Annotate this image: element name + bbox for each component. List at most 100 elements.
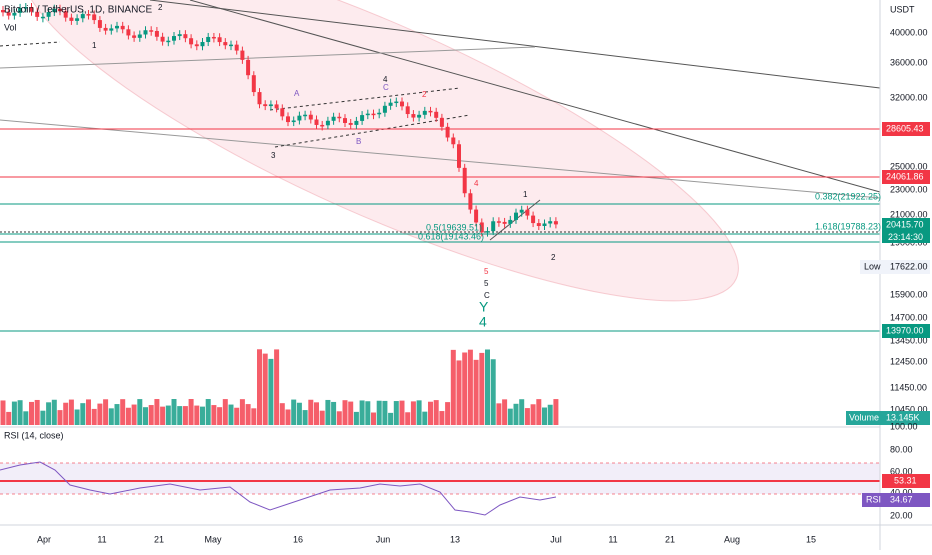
price-tag-label: 28605.43 — [886, 123, 924, 133]
volume-bar — [348, 401, 354, 425]
candle-body — [417, 114, 422, 118]
candle-body — [439, 117, 444, 127]
volume-label: Volume — [849, 412, 879, 422]
volume-bar — [536, 399, 542, 425]
volume-bar — [97, 403, 103, 425]
wave-label: 5 — [484, 267, 489, 276]
candle-body — [502, 221, 507, 224]
volume-bar — [342, 400, 348, 425]
candle-body — [548, 221, 553, 224]
candle-body — [491, 221, 496, 232]
volume-bar — [433, 400, 439, 425]
candle-body — [166, 40, 171, 43]
volume-bar — [234, 407, 240, 425]
volume-bar — [302, 410, 308, 425]
candle-body — [12, 12, 17, 16]
volume-bar — [547, 404, 553, 425]
price-tag — [882, 122, 930, 136]
fib-label: 0.618(19143.46) — [418, 231, 484, 241]
volume-bar — [285, 409, 291, 425]
price-tick-label: 40000.00 — [890, 27, 928, 37]
volume-bar — [120, 399, 126, 425]
axis-unit: USDT — [890, 4, 915, 14]
volume-bar — [211, 405, 217, 425]
volume-bar — [131, 404, 137, 425]
candle-body — [58, 8, 62, 12]
price-tag — [882, 218, 930, 232]
volume-bar — [57, 410, 63, 425]
rsi-tag-label: 53.31 — [894, 475, 917, 485]
candle-body — [35, 11, 40, 17]
low-value: 17622.00 — [890, 261, 928, 271]
candle-body — [40, 16, 45, 19]
candle-body — [286, 116, 290, 123]
candle-body — [200, 42, 205, 47]
time-tick-label: Jun — [376, 534, 391, 544]
volume-bar — [296, 402, 302, 425]
rsi-tick-label: 80.00 — [890, 444, 913, 454]
volume-bar — [382, 400, 388, 425]
price-tick-label: 14700.00 — [890, 312, 928, 322]
candle-body — [206, 36, 211, 43]
candle-body — [263, 104, 268, 107]
fib-label: 1.618(19788.23) — [815, 221, 881, 231]
rsi-value-tag — [862, 493, 930, 507]
candle-body — [183, 34, 188, 39]
time-tick-label: 11 — [608, 534, 617, 544]
candle-body — [422, 110, 427, 115]
volume-bar — [148, 405, 154, 425]
price-tick-label: 15900.00 — [890, 289, 928, 299]
candle-body — [154, 30, 159, 37]
rsi-label: RSI — [866, 494, 881, 504]
volume-bar — [165, 405, 171, 425]
volume-bar — [291, 399, 297, 425]
volume-bar — [137, 399, 143, 425]
volume-bar — [268, 358, 274, 425]
candle-body — [240, 50, 245, 60]
volume-bar — [80, 403, 86, 425]
price-tick-label: 10450.00 — [890, 404, 928, 414]
wave-label: 5 — [484, 279, 489, 288]
wave-label: B — [356, 137, 361, 146]
candle-body — [80, 14, 85, 19]
candle-body — [360, 115, 365, 121]
candle-body — [143, 30, 148, 35]
volume-bar — [530, 404, 536, 425]
candle-body — [229, 44, 233, 47]
rsi-value: 34.67 — [890, 494, 913, 504]
price-tick-label: 13450.00 — [890, 335, 928, 345]
price-tag-label: 20415.70 — [886, 219, 924, 229]
candle-body — [331, 116, 336, 121]
volume-bar — [422, 411, 428, 425]
candle-body — [377, 112, 382, 115]
trendline — [0, 119, 881, 199]
candle-body — [103, 27, 108, 31]
chart-title: Bitcoin / TetherUS, 1D, BINANCE — [4, 5, 153, 16]
volume-bar — [86, 399, 91, 425]
volume-bar — [228, 404, 234, 425]
price-tick-label: 36000.00 — [890, 57, 928, 67]
candle-body — [109, 28, 114, 31]
volume-value: 13.145K — [886, 412, 920, 422]
indicator-label: RSI (14, close) — [4, 430, 64, 440]
price-tick-label: 23000.00 — [890, 184, 928, 194]
time-tick-label: May — [204, 534, 222, 544]
trendline — [0, 46, 536, 69]
candle-body — [189, 38, 194, 45]
candle-body — [63, 11, 68, 18]
volume-bar — [114, 404, 120, 425]
trendline — [0, 41, 61, 47]
volume-bar — [485, 349, 490, 425]
candle-body — [394, 101, 399, 104]
volume-bar — [542, 407, 547, 425]
candle-body — [52, 8, 57, 13]
candle-body — [194, 44, 199, 47]
candle-body — [223, 42, 228, 46]
trendline — [189, 0, 881, 193]
candle-body — [474, 209, 479, 223]
candle-body — [468, 193, 473, 210]
volume-bar — [239, 399, 245, 425]
volume-bar — [29, 401, 34, 425]
volume-bar — [319, 410, 325, 425]
